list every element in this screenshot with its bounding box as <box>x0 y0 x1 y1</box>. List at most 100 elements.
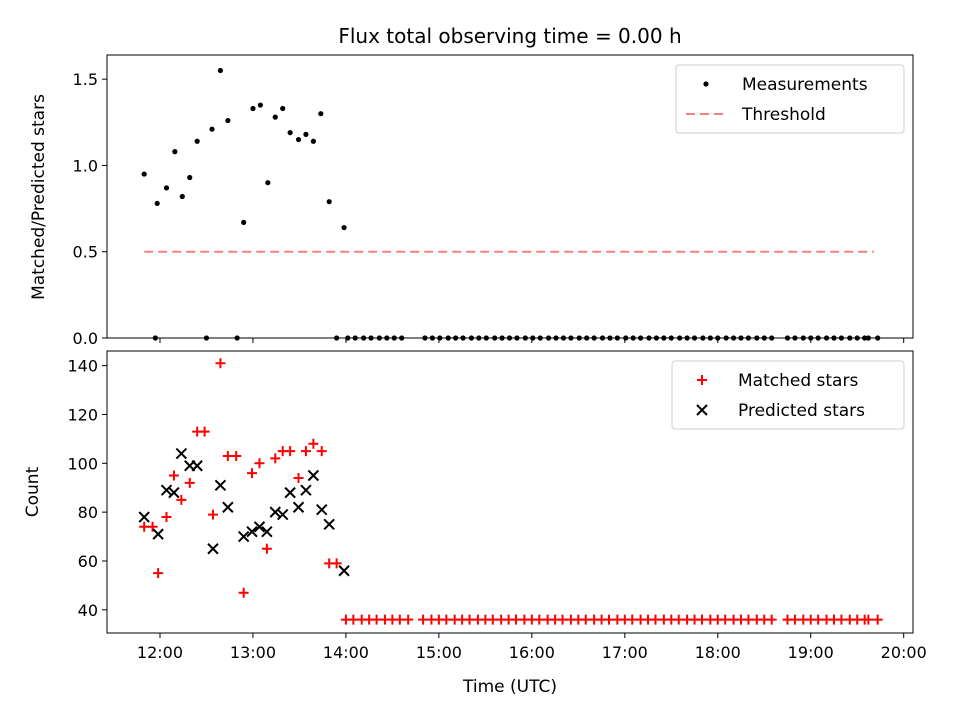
top-measurement-point <box>209 126 215 132</box>
bottom-matched-point <box>238 587 249 598</box>
bottom-legend-marker <box>697 375 707 385</box>
bottom-matched-point <box>627 614 638 625</box>
top-legend-box <box>675 64 905 134</box>
bottom-matched-point <box>254 458 265 469</box>
bottom-matched-point <box>300 446 311 457</box>
bottom-x-tick-label: 18:00 <box>695 643 741 662</box>
bottom-matched-point <box>199 426 210 437</box>
top-measurement-point <box>141 171 147 177</box>
bottom-matched-point <box>441 614 452 625</box>
bottom-matched-point <box>371 614 382 625</box>
bottom-predicted-point <box>175 447 188 460</box>
top-y-tick-label: 1.0 <box>73 156 98 175</box>
bottom-matched-point <box>285 446 296 457</box>
bottom-matched-point <box>511 614 522 625</box>
bottom-matched-point <box>813 614 824 625</box>
bottom-matched-point <box>176 494 187 505</box>
bottom-matched-point <box>418 614 429 625</box>
top-measurement-point <box>241 219 247 225</box>
bottom-legend: Matched stars Predicted stars <box>671 360 905 430</box>
bottom-predicted-point <box>253 521 266 533</box>
top-measurement-point <box>172 149 178 155</box>
bottom-matched-point <box>464 614 475 625</box>
top-measurement-point <box>265 180 271 186</box>
bottom-matched-point <box>215 358 226 369</box>
bottom-matched-point <box>557 614 568 625</box>
bottom-matched-point <box>403 614 414 625</box>
top-measurement-point <box>187 174 193 181</box>
bottom-matched-point <box>168 470 179 481</box>
bottom-x-tick-label: 16:00 <box>509 643 555 662</box>
bottom-matched-point <box>139 521 150 532</box>
bottom-matched-point <box>743 614 754 625</box>
bottom-matched-point <box>487 614 498 625</box>
bottom-matched-point <box>534 614 545 625</box>
bottom-matched-point <box>161 512 172 523</box>
bottom-y-tick-label: 100 <box>67 454 98 473</box>
bottom-panel: 40 60 80 100 120 140 12:00 13:00 14:00 15:00 16:00… <box>67 350 927 662</box>
bottom-predicted-point <box>300 484 312 496</box>
bottom-predicted-point <box>246 525 258 538</box>
bottom-predicted-point <box>323 518 335 531</box>
top-legend-marker <box>703 81 709 87</box>
top-measurement-point <box>194 138 200 144</box>
bottom-predicted-point <box>191 460 203 472</box>
bottom-matched-point <box>766 614 777 625</box>
bottom-x-tick-label: 15:00 <box>416 643 462 662</box>
top-measurement-point <box>257 102 263 108</box>
bottom-y-axis-label: Count <box>23 466 43 517</box>
bottom-x-tick-label: 19:00 <box>788 643 834 662</box>
bottom-predicted-point <box>269 506 281 518</box>
top-legend-label: Threshold <box>741 105 826 125</box>
bottom-y-tick-label: 60 <box>78 552 98 571</box>
bottom-matched-point <box>247 468 258 479</box>
bottom-legend-label: Predicted stars <box>738 401 865 421</box>
bottom-predicted-point <box>214 479 227 491</box>
bottom-matched-point <box>348 614 359 625</box>
bottom-matched-point <box>207 509 218 520</box>
bottom-matched-point <box>184 477 195 488</box>
bottom-matched-point <box>604 614 615 625</box>
bottom-legend-marker <box>696 404 708 416</box>
bottom-predicted-point <box>261 525 273 538</box>
bottom-matched-point <box>261 543 272 554</box>
bottom-y-tick-label: 120 <box>67 405 98 424</box>
top-axes-frame <box>106 54 914 339</box>
bottom-predicted-point <box>160 484 173 496</box>
top-legend-label: Measurements <box>742 75 868 95</box>
bottom-x-tick-label: 14:00 <box>323 643 369 662</box>
top-measurement-point <box>318 111 324 117</box>
bottom-predicted-point <box>292 501 305 513</box>
bottom-y-tick-label: 80 <box>78 503 98 522</box>
bottom-predicted-point <box>316 503 328 516</box>
bottom-legend-box <box>671 360 905 430</box>
top-measurement-point <box>303 131 309 137</box>
top-measurement-point <box>295 136 302 143</box>
top-y-tick-label: 1.5 <box>73 70 98 89</box>
bottom-predicted-point <box>207 543 219 555</box>
bottom-matched-point <box>308 438 319 449</box>
bottom-x-tick-label: 17:00 <box>602 643 648 662</box>
top-measurement-point <box>250 105 256 112</box>
top-measurement-point <box>310 138 316 144</box>
bottom-matched-point <box>293 472 304 483</box>
bottom-matched-point <box>147 521 158 532</box>
top-measurement-point <box>280 105 286 112</box>
chart-title: Flux total observing time = 0.00 h <box>338 24 681 48</box>
bottom-matched-point <box>153 568 164 579</box>
bottom-matched-point <box>863 614 874 625</box>
top-measurement-point <box>225 117 231 124</box>
bottom-y-tick-label: 40 <box>78 601 98 620</box>
top-y-tick-label: 0.5 <box>73 243 98 262</box>
bottom-matched-point <box>231 450 242 461</box>
top-legend: Measurements Threshold <box>675 64 905 134</box>
bottom-x-tick-label: 12:00 <box>137 643 183 662</box>
bottom-matched-point <box>222 450 233 461</box>
bottom-matched-point <box>673 614 684 625</box>
bottom-predicted-point <box>284 486 296 499</box>
bottom-matched-point <box>650 614 661 625</box>
bottom-axes-frame <box>106 350 914 634</box>
top-measurement-point <box>326 199 332 205</box>
bottom-matched-point <box>696 614 707 625</box>
bottom-matched-point <box>720 614 731 625</box>
